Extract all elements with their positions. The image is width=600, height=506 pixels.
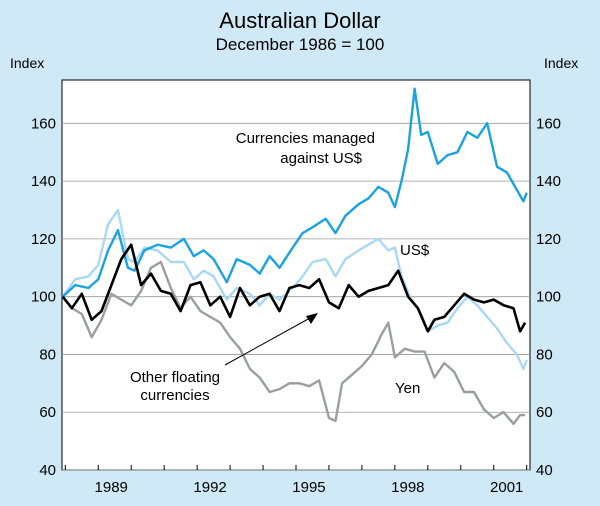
x-tick-label-1992: 1992 bbox=[193, 479, 226, 496]
gridlines bbox=[62, 122, 530, 471]
y-tick-label-left: 120 bbox=[31, 231, 56, 248]
y-tick-label-right: 100 bbox=[536, 289, 561, 306]
series-line-currencies-managed-against-us bbox=[61, 87, 528, 298]
y-ticks-left: 40 60 80 100 120 140 160 bbox=[31, 115, 56, 479]
plot-area bbox=[61, 79, 531, 471]
x-tick-label-1998: 1998 bbox=[391, 479, 424, 496]
y-axis-label-right: Index bbox=[544, 55, 578, 71]
y-tick-label-left: 60 bbox=[39, 404, 56, 421]
x-tick-label-1989: 1989 bbox=[95, 479, 128, 496]
y-tick-label-left: 40 bbox=[39, 462, 56, 479]
annotation-other-line1: Other floating bbox=[130, 369, 220, 386]
chart-subtitle: December 1986 = 100 bbox=[216, 35, 385, 54]
annotation-yen: Yen bbox=[395, 380, 420, 397]
y-tick-label-right: 160 bbox=[536, 115, 561, 132]
annotation-other-line2: currencies bbox=[140, 387, 209, 404]
y-tick-label-right: 140 bbox=[536, 173, 561, 190]
series-group bbox=[61, 87, 528, 425]
x-ticks: 1989 1992 1995 1998 2001 bbox=[64, 465, 528, 496]
y-tick-label-left: 160 bbox=[31, 115, 56, 132]
y-tick-label-left: 80 bbox=[39, 346, 56, 363]
series-line-other-floating-currencies bbox=[61, 243, 527, 333]
annotation-managed-line1: Currencies managed bbox=[236, 130, 375, 147]
y-tick-label-right: 40 bbox=[536, 462, 553, 479]
annotation-usd: US$ bbox=[400, 242, 430, 259]
y-tick-label-right: 60 bbox=[536, 404, 553, 421]
y-tick-label-left: 100 bbox=[31, 289, 56, 306]
x-tick-label-2001: 2001 bbox=[490, 479, 523, 496]
chart-title: Australian Dollar bbox=[219, 8, 380, 33]
annotation-arrow bbox=[224, 313, 318, 366]
y-tick-label-left: 140 bbox=[31, 173, 56, 190]
series-line-us bbox=[61, 208, 528, 371]
annotation-managed-line2: against US$ bbox=[280, 150, 362, 167]
series-line-yen bbox=[61, 260, 526, 425]
y-tick-label-right: 80 bbox=[536, 346, 553, 363]
y-tick-label-right: 120 bbox=[536, 231, 561, 248]
y-axis-label-left: Index bbox=[10, 55, 44, 71]
y-ticks-right: 40 60 80 100 120 140 160 bbox=[536, 115, 561, 479]
x-tick-label-1995: 1995 bbox=[292, 479, 325, 496]
